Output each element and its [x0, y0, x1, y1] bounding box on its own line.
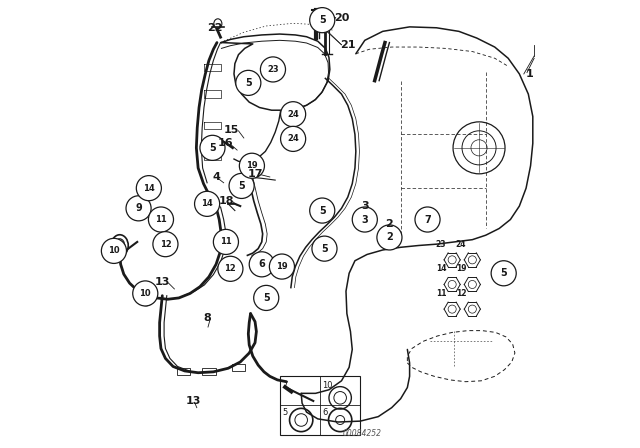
Text: 8: 8: [204, 313, 211, 323]
Circle shape: [310, 8, 335, 33]
Text: 11: 11: [436, 289, 446, 298]
Text: 5: 5: [500, 268, 507, 278]
Text: 2: 2: [385, 219, 394, 229]
Text: 5: 5: [209, 143, 216, 153]
Circle shape: [213, 229, 239, 254]
Text: 16: 16: [217, 138, 233, 148]
Text: 13: 13: [155, 277, 170, 287]
Circle shape: [136, 176, 161, 201]
Text: 5: 5: [245, 78, 252, 88]
Text: 5: 5: [263, 293, 269, 303]
Circle shape: [260, 57, 285, 82]
Text: 14: 14: [201, 199, 213, 208]
Bar: [232, 364, 245, 371]
Text: 14: 14: [436, 264, 446, 273]
Text: 7: 7: [282, 381, 287, 390]
Text: 20: 20: [334, 13, 349, 23]
Text: 5: 5: [282, 408, 287, 417]
Text: 14: 14: [143, 184, 155, 193]
Text: 10: 10: [108, 246, 120, 255]
Text: 13: 13: [186, 396, 202, 406]
Text: 3: 3: [361, 201, 369, 211]
Circle shape: [218, 256, 243, 281]
Text: 24: 24: [456, 240, 467, 249]
Circle shape: [269, 254, 294, 279]
Circle shape: [148, 207, 173, 232]
Text: 9: 9: [135, 203, 142, 213]
Text: 5: 5: [319, 15, 326, 25]
Text: 6: 6: [323, 408, 328, 417]
Text: 23: 23: [267, 65, 279, 74]
Text: 24: 24: [287, 134, 299, 143]
Circle shape: [101, 238, 127, 263]
Text: 12: 12: [225, 264, 236, 273]
Text: 12: 12: [456, 289, 467, 298]
Text: 18: 18: [219, 196, 235, 206]
Circle shape: [236, 70, 261, 95]
Circle shape: [415, 207, 440, 232]
Text: 22: 22: [207, 23, 223, 33]
Bar: [202, 368, 216, 375]
Circle shape: [229, 173, 254, 198]
Text: 5: 5: [321, 244, 328, 254]
Text: 4: 4: [212, 172, 220, 182]
Circle shape: [377, 225, 402, 250]
Circle shape: [352, 207, 378, 232]
Circle shape: [239, 153, 264, 178]
Text: 00084252: 00084252: [343, 429, 382, 438]
Text: 17: 17: [247, 169, 263, 179]
Text: 12: 12: [159, 240, 172, 249]
Text: 19: 19: [456, 264, 467, 273]
Circle shape: [132, 281, 158, 306]
Text: 24: 24: [287, 110, 299, 119]
Circle shape: [491, 261, 516, 286]
Text: 5: 5: [319, 206, 326, 215]
Text: 2: 2: [386, 233, 393, 242]
Text: 11: 11: [155, 215, 167, 224]
Text: 19: 19: [246, 161, 258, 170]
Text: 11: 11: [220, 237, 232, 246]
Circle shape: [195, 191, 220, 216]
Text: 3: 3: [362, 215, 368, 224]
Text: 6: 6: [259, 259, 265, 269]
Circle shape: [280, 102, 306, 127]
Bar: [280, 376, 360, 435]
Circle shape: [310, 198, 335, 223]
Text: 21: 21: [340, 40, 356, 50]
Bar: [177, 368, 190, 375]
Text: 15: 15: [224, 125, 239, 135]
Circle shape: [312, 236, 337, 261]
Text: 1: 1: [526, 69, 534, 79]
Text: 5: 5: [238, 181, 245, 191]
Circle shape: [200, 135, 225, 160]
Circle shape: [126, 196, 151, 221]
Circle shape: [253, 285, 279, 310]
Text: 10: 10: [140, 289, 151, 298]
Text: 7: 7: [424, 215, 431, 224]
Text: 19: 19: [276, 262, 288, 271]
Text: 10: 10: [323, 381, 333, 390]
Circle shape: [249, 252, 275, 277]
Text: 23: 23: [436, 240, 446, 249]
Circle shape: [153, 232, 178, 257]
Circle shape: [280, 126, 306, 151]
